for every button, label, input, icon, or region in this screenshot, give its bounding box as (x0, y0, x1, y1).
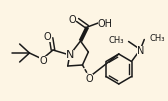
Text: OH: OH (98, 19, 113, 29)
Text: O: O (39, 56, 47, 66)
Text: CH₃: CH₃ (108, 36, 124, 45)
Text: N: N (66, 50, 74, 60)
Text: N: N (137, 45, 144, 56)
Text: CH₃: CH₃ (149, 34, 165, 43)
Text: O: O (43, 32, 51, 42)
Text: O: O (86, 74, 93, 84)
Text: O: O (69, 15, 76, 25)
